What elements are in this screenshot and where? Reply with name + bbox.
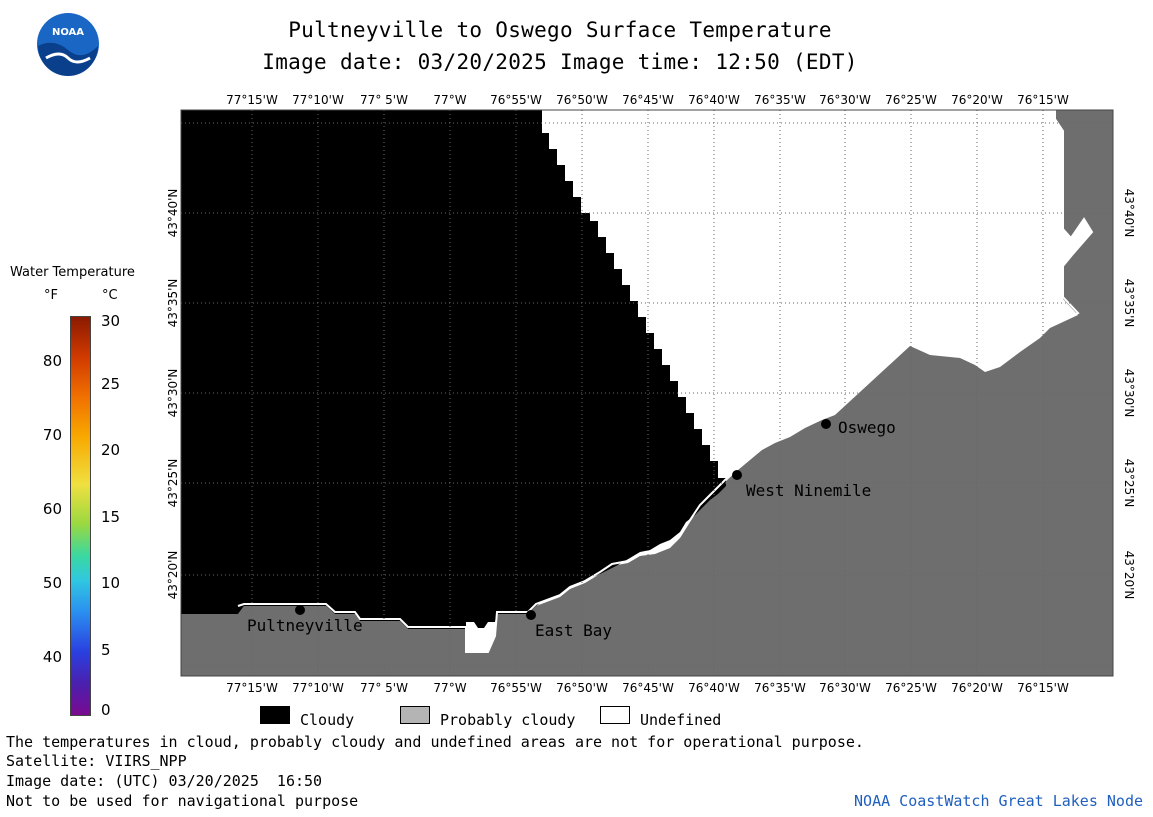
utc-date-text: Image date: (UTC) 03/20/2025 16:50 — [6, 772, 323, 790]
lon-label: 77°15'W — [226, 681, 278, 695]
lat-label: 43°25'N — [166, 459, 180, 508]
lat-label: 43°40'N — [1122, 189, 1136, 238]
pultneyville-label: Pultneyville — [247, 616, 363, 635]
undefined-label: Undefined — [640, 711, 722, 729]
cloudy-swatch — [260, 706, 290, 724]
lon-label: 77°W — [433, 93, 466, 107]
land-area — [181, 110, 1113, 676]
west-ninemile-marker — [732, 470, 742, 480]
lon-label: 76°15'W — [1017, 681, 1069, 695]
lat-label: 43°30'N — [1122, 369, 1136, 418]
probably-cloudy-swatch — [400, 706, 430, 724]
lon-labels-bottom: 77°15'W 77°10'W 77° 5'W 77°W 76°55'W 76°… — [226, 681, 1069, 695]
temperature-colorbar — [70, 316, 91, 716]
lon-label: 76°40'W — [688, 93, 740, 107]
f-tick: 80 — [42, 352, 62, 370]
lat-label: 43°20'N — [1122, 551, 1136, 600]
disclaimer-text: The temperatures in cloud, probably clou… — [6, 733, 864, 751]
image-date-label: Image date: — [262, 50, 405, 74]
lat-label: 43°35'N — [1122, 279, 1136, 328]
lon-label: 76°15'W — [1017, 93, 1069, 107]
lon-label: 77° 5'W — [360, 93, 408, 107]
lon-label: 76°30'W — [819, 681, 871, 695]
c-tick: 0 — [101, 701, 111, 719]
credit-text: NOAA CoastWatch Great Lakes Node — [854, 792, 1143, 810]
lon-label: 76°25'W — [885, 93, 937, 107]
oswego-label: Oswego — [838, 418, 896, 437]
lon-label: 76°50'W — [556, 681, 608, 695]
lat-labels-left: 43°20'N 43°25'N 43°30'N 43°35'N 43°40'N — [166, 189, 180, 600]
lon-label: 77°10'W — [292, 93, 344, 107]
west-ninemile-label: West Ninemile — [746, 481, 871, 500]
satellite-text: Satellite: VIIRS_NPP — [6, 752, 187, 770]
lon-label: 77°10'W — [292, 681, 344, 695]
cloud-area — [181, 110, 726, 629]
noaa-logo-icon: NOAA — [37, 13, 99, 76]
lon-label: 76°35'W — [754, 681, 806, 695]
undefined-swatch — [600, 706, 630, 724]
lon-label: 76°25'W — [885, 681, 937, 695]
c-tick: 15 — [101, 508, 121, 526]
f-tick: 50 — [42, 574, 62, 592]
c-tick: 30 — [101, 312, 121, 330]
lat-label: 43°40'N — [166, 189, 180, 238]
lon-label: 76°50'W — [556, 93, 608, 107]
lon-label: 76°20'W — [951, 93, 1003, 107]
f-tick: 40 — [42, 648, 62, 666]
legend-title: Water Temperature — [10, 265, 135, 280]
c-tick: 10 — [101, 574, 121, 592]
lat-labels-right: 43°20'N 43°25'N 43°30'N 43°35'N 43°40'N — [1122, 189, 1136, 600]
map-frame — [180, 109, 1114, 677]
f-tick: 60 — [42, 500, 62, 518]
lon-label: 77°15'W — [226, 93, 278, 107]
cloudy-label: Cloudy — [300, 711, 355, 729]
lon-label: 77° 5'W — [360, 681, 408, 695]
image-datetime: Image date: 03/20/2025 Image time: 12:50… — [180, 50, 940, 74]
lon-label: 76°45'W — [622, 93, 674, 107]
lat-label: 43°30'N — [166, 369, 180, 418]
lon-label: 76°35'W — [754, 93, 806, 107]
c-tick: 25 — [101, 375, 121, 393]
c-tick: 20 — [101, 441, 121, 459]
lat-label: 43°20'N — [166, 551, 180, 600]
logo-text: NOAA — [52, 27, 84, 38]
navigation-warning: Not to be used for navigational purpose — [6, 792, 359, 810]
f-tick: 70 — [42, 426, 62, 444]
pultneyville-marker — [295, 605, 305, 615]
lon-label: 76°55'W — [490, 93, 542, 107]
lon-label: 76°55'W — [490, 681, 542, 695]
probably-cloudy-label: Probably cloudy — [440, 711, 576, 729]
lon-label: 76°40'W — [688, 681, 740, 695]
lon-labels-top: 77°15'W 77°10'W 77° 5'W 77°W 76°55'W 76°… — [226, 93, 1069, 107]
unit-fahrenheit: °F — [44, 288, 58, 303]
lon-label: 76°45'W — [622, 681, 674, 695]
image-time: 12:50 (EDT) — [715, 50, 858, 74]
c-tick: 5 — [101, 641, 111, 659]
lon-label: 77°W — [433, 681, 466, 695]
shoreline — [237, 343, 911, 653]
image-time-label: Image time: — [560, 50, 703, 74]
image-date: 03/20/2025 — [417, 50, 548, 74]
lon-label: 76°30'W — [819, 93, 871, 107]
graticule — [181, 110, 1113, 676]
lat-label: 43°25'N — [1122, 459, 1136, 508]
east-bay-marker — [526, 610, 536, 620]
east-bay-label: East Bay — [535, 621, 612, 640]
oswego-marker — [821, 419, 831, 429]
map-title: Pultneyville to Oswego Surface Temperatu… — [288, 18, 832, 42]
shoreline-east — [1039, 110, 1094, 337]
lat-label: 43°35'N — [166, 279, 180, 328]
lon-label: 76°20'W — [951, 681, 1003, 695]
unit-celsius: °C — [102, 288, 118, 303]
